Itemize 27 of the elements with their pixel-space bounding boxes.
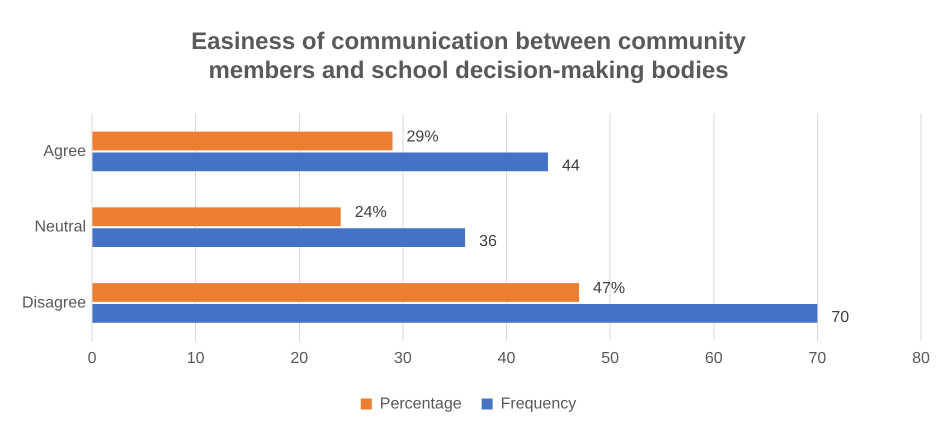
x-tick-label: 50 xyxy=(601,350,620,367)
x-tick-label: 40 xyxy=(498,350,516,367)
legend-label: Frequency xyxy=(500,395,576,412)
data-label: 36 xyxy=(479,233,497,250)
x-tick-label: 30 xyxy=(394,350,412,367)
data-label: 29% xyxy=(406,128,439,146)
x-tick-label: 80 xyxy=(912,350,930,367)
data-label: 24% xyxy=(354,204,387,222)
x-tick-label: 10 xyxy=(186,350,205,367)
x-tick-label: 70 xyxy=(808,350,826,367)
chart-title: Easiness of communication between community members and school decision-making bodies xyxy=(191,28,747,84)
bar xyxy=(92,207,341,226)
bar xyxy=(92,304,818,323)
x-tick-label: 20 xyxy=(290,350,308,367)
bar xyxy=(92,228,466,247)
bar xyxy=(92,132,393,150)
data-label: 70 xyxy=(831,308,850,326)
y-tick-label: Disagree xyxy=(22,294,86,312)
y-tick-label: Agree xyxy=(43,142,86,160)
data-label: 47% xyxy=(593,280,626,297)
bar xyxy=(92,152,548,172)
y-tick-label: Neutral xyxy=(34,218,86,236)
x-tick-label: 60 xyxy=(704,350,723,367)
data-label: 44 xyxy=(562,157,580,174)
legend-label: Percentage xyxy=(380,395,462,412)
bar xyxy=(92,283,580,302)
x-tick-label: 0 xyxy=(88,350,97,367)
